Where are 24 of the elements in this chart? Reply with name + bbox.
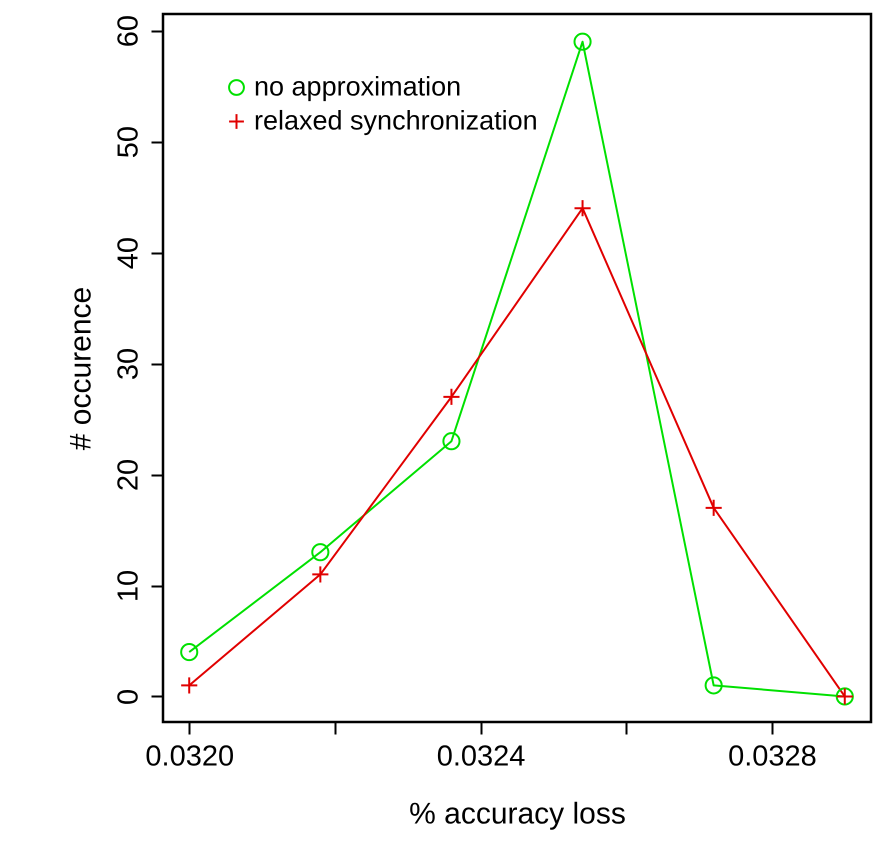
- y-tick-label: 40: [112, 236, 144, 270]
- point: [180, 676, 198, 694]
- x-tick-label: 0.0324: [436, 740, 526, 772]
- point: [704, 676, 723, 694]
- x-tick-label: 0.0328: [728, 740, 817, 772]
- x-axis-title: % accuracy loss: [409, 798, 626, 830]
- y-tick-label: 10: [112, 570, 144, 602]
- point: [180, 643, 198, 662]
- point: [573, 32, 592, 51]
- y-tick-label: 50: [112, 126, 144, 158]
- point: [573, 199, 592, 218]
- y-tick-label: 30: [112, 348, 144, 380]
- legend-label: relaxed synchronization: [254, 106, 538, 136]
- x-tick-label: 0.0320: [145, 740, 234, 772]
- point: [442, 432, 461, 450]
- point: [704, 498, 723, 517]
- legend-label: no approximation: [254, 72, 462, 102]
- point: [442, 388, 461, 406]
- point: [311, 543, 330, 562]
- y-tick-label: 60: [112, 15, 144, 48]
- y-tick-label: 0: [112, 688, 144, 706]
- y-tick-label: 20: [112, 458, 144, 492]
- y-axis-title: # occurence: [64, 286, 98, 450]
- point: [311, 565, 330, 584]
